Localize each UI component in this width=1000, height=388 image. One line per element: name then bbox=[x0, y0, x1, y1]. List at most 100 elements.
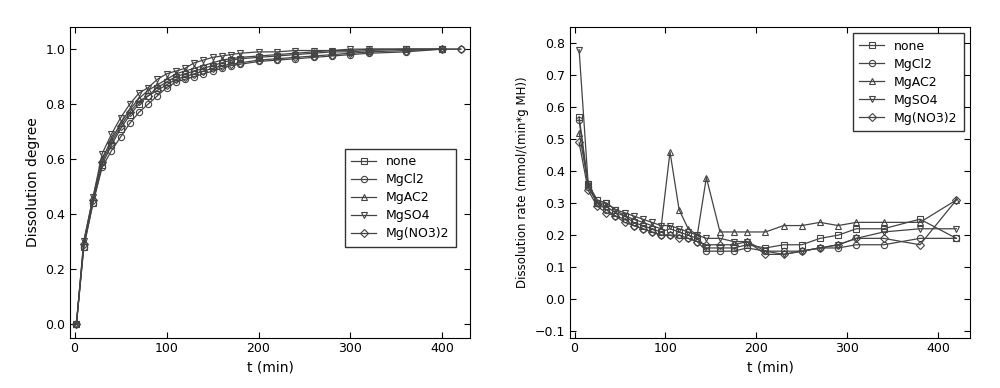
none bbox=[700, 246, 712, 250]
MgCl2 bbox=[225, 63, 237, 68]
MgSO4 bbox=[188, 61, 200, 65]
MgSO4 bbox=[271, 50, 283, 54]
MgCl2 bbox=[105, 149, 117, 153]
MgAC2 bbox=[619, 214, 631, 218]
Mg(NO3)2 bbox=[105, 140, 117, 145]
MgCl2 bbox=[655, 233, 667, 237]
Line: Mg(NO3)2: Mg(NO3)2 bbox=[73, 46, 464, 327]
none bbox=[96, 162, 108, 167]
none bbox=[87, 201, 99, 205]
MgSO4 bbox=[591, 201, 603, 206]
Mg(NO3)2 bbox=[914, 242, 926, 247]
MgAC2 bbox=[363, 47, 375, 52]
Legend: none, MgCl2, MgAC2, MgSO4, Mg(NO3)2: none, MgCl2, MgAC2, MgSO4, Mg(NO3)2 bbox=[345, 149, 456, 247]
MgCl2 bbox=[400, 50, 412, 54]
MgAC2 bbox=[179, 69, 191, 73]
MgAC2 bbox=[308, 50, 320, 54]
MgSO4 bbox=[216, 54, 228, 58]
Line: Mg(NO3)2: Mg(NO3)2 bbox=[576, 139, 959, 258]
MgAC2 bbox=[436, 47, 448, 52]
MgSO4 bbox=[308, 48, 320, 53]
MgAC2 bbox=[759, 230, 771, 234]
MgSO4 bbox=[814, 246, 826, 250]
Mg(NO3)2 bbox=[591, 204, 603, 209]
MgSO4 bbox=[289, 48, 301, 53]
MgAC2 bbox=[646, 223, 658, 228]
MgCl2 bbox=[151, 94, 163, 98]
MgSO4 bbox=[714, 236, 726, 241]
Mg(NO3)2 bbox=[400, 48, 412, 53]
MgCl2 bbox=[142, 102, 154, 106]
MgAC2 bbox=[105, 137, 117, 142]
Line: MgSO4: MgSO4 bbox=[73, 46, 446, 327]
MgCl2 bbox=[133, 110, 145, 114]
MgCl2 bbox=[161, 85, 173, 90]
Mg(NO3)2 bbox=[161, 83, 173, 87]
Mg(NO3)2 bbox=[197, 69, 209, 73]
MgSO4 bbox=[225, 52, 237, 57]
MgAC2 bbox=[170, 71, 182, 76]
MgAC2 bbox=[878, 220, 890, 225]
Mg(NO3)2 bbox=[814, 246, 826, 250]
MgAC2 bbox=[691, 233, 703, 237]
MgCl2 bbox=[289, 56, 301, 61]
Mg(NO3)2 bbox=[308, 54, 320, 58]
Mg(NO3)2 bbox=[326, 52, 338, 57]
none bbox=[619, 214, 631, 218]
Mg(NO3)2 bbox=[691, 239, 703, 244]
none bbox=[714, 246, 726, 250]
MgSO4 bbox=[728, 239, 740, 244]
MgSO4 bbox=[70, 322, 82, 326]
MgSO4 bbox=[914, 227, 926, 231]
none bbox=[646, 227, 658, 231]
MgAC2 bbox=[573, 130, 585, 135]
MgAC2 bbox=[600, 204, 612, 209]
MgSO4 bbox=[363, 47, 375, 52]
MgCl2 bbox=[96, 165, 108, 170]
none bbox=[950, 236, 962, 241]
none bbox=[308, 51, 320, 55]
Line: MgAC2: MgAC2 bbox=[576, 130, 959, 238]
Mg(NO3)2 bbox=[778, 252, 790, 257]
none bbox=[70, 322, 82, 326]
Mg(NO3)2 bbox=[188, 71, 200, 76]
none bbox=[878, 227, 890, 231]
none bbox=[673, 230, 685, 234]
Mg(NO3)2 bbox=[87, 198, 99, 203]
MgAC2 bbox=[728, 230, 740, 234]
MgCl2 bbox=[628, 223, 640, 228]
Mg(NO3)2 bbox=[253, 58, 265, 62]
MgAC2 bbox=[796, 223, 808, 228]
MgAC2 bbox=[70, 322, 82, 326]
MgSO4 bbox=[326, 48, 338, 53]
MgCl2 bbox=[216, 66, 228, 71]
MgSO4 bbox=[151, 77, 163, 82]
Mg(NO3)2 bbox=[832, 242, 844, 247]
none bbox=[682, 233, 694, 237]
MgAC2 bbox=[115, 121, 127, 126]
MgAC2 bbox=[124, 107, 136, 112]
Mg(NO3)2 bbox=[637, 227, 649, 231]
MgSO4 bbox=[600, 201, 612, 206]
MgSO4 bbox=[78, 239, 90, 244]
MgCl2 bbox=[271, 58, 283, 62]
MgCl2 bbox=[700, 249, 712, 253]
MgSO4 bbox=[646, 220, 658, 225]
MgCl2 bbox=[609, 214, 621, 218]
none bbox=[814, 236, 826, 241]
MgCl2 bbox=[197, 71, 209, 76]
none bbox=[637, 223, 649, 228]
Y-axis label: Dissolution rate (mmol/(min*g MH)): Dissolution rate (mmol/(min*g MH)) bbox=[516, 76, 529, 288]
MgCl2 bbox=[326, 54, 338, 58]
MgSO4 bbox=[619, 210, 631, 215]
none bbox=[691, 236, 703, 241]
MgCl2 bbox=[179, 77, 191, 82]
MgSO4 bbox=[609, 207, 621, 212]
MgCl2 bbox=[170, 80, 182, 85]
none bbox=[600, 201, 612, 206]
Mg(NO3)2 bbox=[363, 50, 375, 54]
none bbox=[289, 52, 301, 57]
MgAC2 bbox=[832, 223, 844, 228]
MgSO4 bbox=[253, 50, 265, 54]
Mg(NO3)2 bbox=[124, 110, 136, 114]
